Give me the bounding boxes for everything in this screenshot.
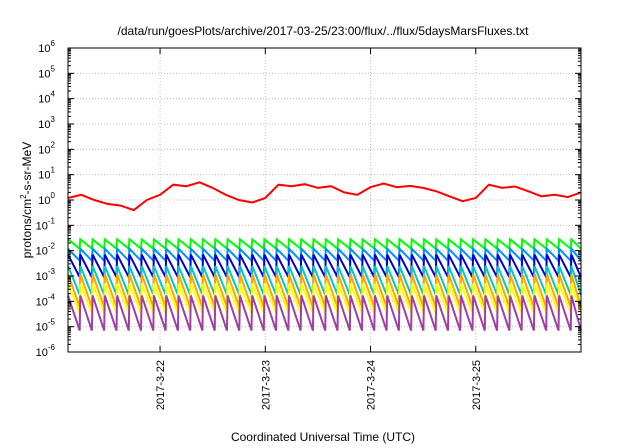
y-tick-label: 100 [38, 191, 55, 207]
y-axis-label: protons/cm2-s-sr-MeV [19, 142, 34, 258]
y-tick-base: 10 [38, 195, 50, 207]
x-axis-label: Coordinated Universal Time (UTC) [231, 430, 415, 444]
x-tick-label: 2017-3-25 [471, 360, 483, 410]
y-axis-label-sup: 2 [19, 194, 28, 199]
y-tick-exponent: 4 [51, 90, 56, 99]
y-tick-exponent: 3 [51, 115, 56, 124]
series-group [67, 181, 582, 331]
y-tick-base: 10 [36, 296, 48, 308]
y-tick-label: 105 [38, 64, 55, 80]
y-tick-exponent: -1 [48, 216, 56, 225]
y-tick-label: 102 [38, 140, 55, 156]
y-tick-label: 10-4 [36, 292, 56, 308]
y-tick-label: 104 [38, 90, 55, 106]
y-tick-exponent: 0 [51, 191, 56, 200]
y-tick-label: 10-3 [36, 267, 56, 283]
y-tick-base: 10 [36, 246, 48, 258]
y-tick-exponent: -3 [48, 267, 56, 276]
y-tick-label: 10-5 [36, 318, 56, 334]
y-tick-base: 10 [38, 68, 50, 80]
chart-title: /data/run/goesPlots/archive/2017-03-25/2… [118, 24, 530, 38]
y-tick-exponent: 1 [51, 166, 56, 175]
y-tick-exponent: -5 [48, 318, 56, 327]
y-tick-base: 10 [38, 119, 50, 131]
y-tick-exponent: 5 [51, 64, 56, 73]
y-tick-base: 10 [36, 271, 48, 283]
y-tick-label: 106 [38, 39, 55, 55]
y-axis-label-post: -s-sr-MeV [20, 142, 34, 195]
y-tick-exponent: -4 [48, 292, 56, 301]
y-tick-label: 101 [38, 166, 55, 182]
x-axis: 2017-3-22 2017-3-23 2017-3-24 2017-3-25 [155, 48, 483, 410]
y-tick-base: 10 [38, 170, 50, 182]
y-tick-base: 10 [36, 220, 48, 232]
y-tick-label: 103 [38, 115, 55, 131]
y-tick-base: 10 [38, 94, 50, 106]
y-axis: 10-610-510-410-310-210-11001011021031041… [36, 39, 581, 359]
y-tick-exponent: 2 [51, 140, 56, 149]
x-tick-label: 2017-3-22 [155, 360, 167, 410]
y-tick-base: 10 [36, 322, 48, 334]
y-axis-label-pre: protons/cm [20, 199, 34, 258]
series-line-8 [67, 295, 582, 331]
y-tick-base: 10 [36, 347, 48, 359]
y-tick-label: 10-1 [36, 216, 56, 232]
series-line-2 [67, 237, 582, 251]
y-tick-label: 10-6 [36, 343, 56, 359]
y-tick-exponent: 6 [51, 39, 56, 48]
x-tick-label: 2017-3-24 [366, 360, 378, 410]
y-tick-base: 10 [38, 144, 50, 156]
y-tick-exponent: -2 [48, 242, 56, 251]
y-tick-exponent: -6 [48, 343, 56, 352]
series-line-1 [67, 181, 582, 212]
y-tick-label: 10-2 [36, 242, 56, 258]
y-tick-base: 10 [38, 43, 50, 55]
x-tick-label: 2017-3-23 [260, 360, 272, 410]
